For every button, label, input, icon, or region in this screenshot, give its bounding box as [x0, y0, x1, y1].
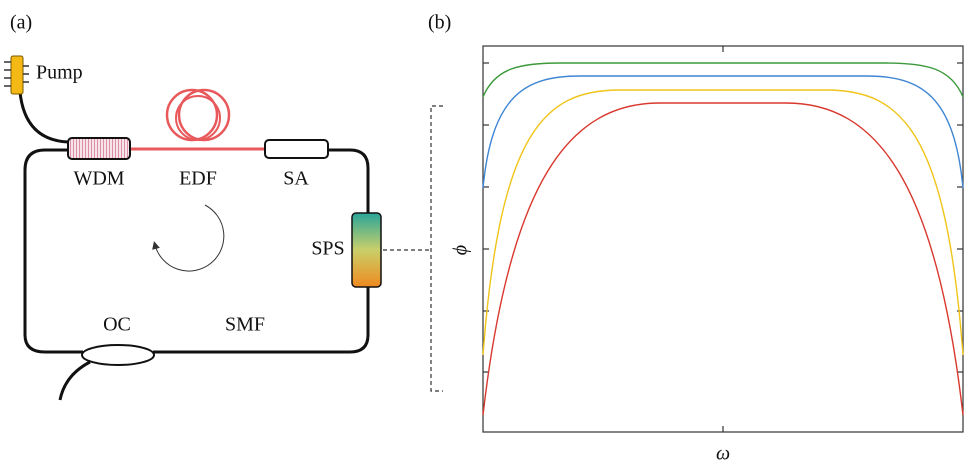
pump-pins [4, 61, 29, 87]
x-axis-label: ω [716, 443, 730, 465]
direction-arrow [152, 204, 225, 272]
curves [482, 62, 964, 416]
fiber [328, 148, 370, 213]
pump-diode [10, 55, 24, 95]
sa [264, 139, 329, 159]
oc [81, 344, 155, 366]
y-axis-label: ϕ [450, 245, 472, 255]
panel-a: (a) Pump WDM EDF SA SPS OC SMF [4, 12, 443, 401]
curve [482, 89, 964, 356]
curve [482, 102, 964, 416]
axis-ticks [483, 46, 963, 432]
curve [482, 62, 964, 98]
sps [351, 212, 382, 288]
wdm [67, 137, 131, 160]
panel-label: (b) [428, 12, 451, 34]
curve [482, 75, 964, 189]
component-label: Pump [36, 62, 83, 84]
fiber [18, 91, 69, 144]
panel-label: (a) [10, 12, 32, 34]
edf-coil [175, 95, 221, 141]
component-label: WDM [73, 168, 124, 190]
component-label: SPS [311, 238, 344, 260]
panel-b: (b) ϕ ω [428, 12, 964, 465]
dashed-link [383, 105, 443, 392]
component-label: SA [283, 168, 309, 190]
axes-frame [482, 45, 964, 433]
component-label: SMF [225, 314, 265, 336]
component-label: OC [103, 314, 131, 336]
fiber [58, 360, 91, 401]
fiber [153, 287, 370, 354]
fiber [23, 148, 83, 354]
component-label: EDF [179, 168, 217, 190]
